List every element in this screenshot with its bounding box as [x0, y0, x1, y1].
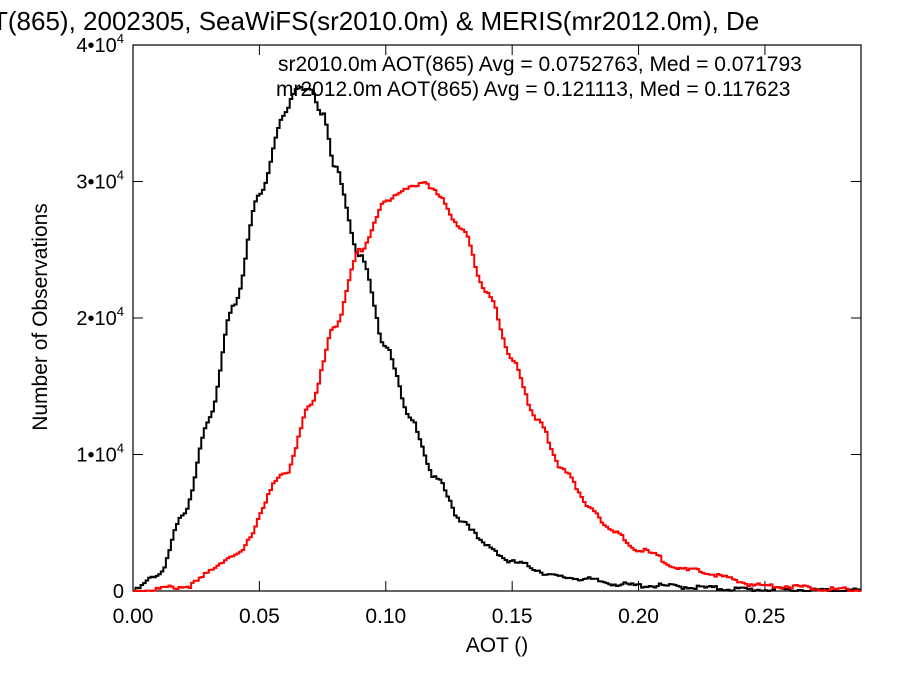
y-tick-label: 0: [113, 581, 124, 603]
series-line-sr2010: [133, 85, 861, 592]
y-tick-label: 1•104: [76, 441, 124, 467]
x-axis-ticks: 0.00 0.05 0.10 0.15 0.20 0.25: [113, 45, 786, 628]
series-layer: [133, 85, 861, 592]
y-tick-label-exponent: 4: [117, 168, 124, 183]
y-tick-label-base: 2•10: [76, 308, 116, 330]
y-tick-label-base: 0: [113, 581, 124, 603]
legend-entry-mr2012: mr2012.0m AOT(865) Avg = 0.121113, Med =…: [276, 78, 790, 101]
x-axis-label: AOT (): [466, 634, 529, 657]
x-tick-label: 0.00: [113, 605, 154, 628]
y-tick-label: 3•104: [76, 168, 124, 194]
series-line-mr2012: [133, 181, 861, 592]
y-tick-label-exponent: 4: [117, 31, 124, 46]
chart-title: T(865), 2002305, SeaWiFS(sr2010.0m) & ME…: [0, 6, 759, 36]
x-tick-label: 0.15: [492, 605, 533, 628]
x-tick-label: 0.05: [239, 605, 280, 628]
x-tick-label: 0.20: [618, 605, 659, 628]
y-tick-label-base: 4•10: [76, 35, 116, 57]
legend-entry-sr2010: sr2010.0m AOT(865) Avg = 0.0752763, Med …: [278, 53, 802, 76]
y-tick-label-exponent: 4: [117, 441, 124, 456]
y-tick-label: 4•104: [76, 31, 124, 57]
y-tick-label-base: 3•10: [76, 172, 116, 194]
x-tick-label: 0.25: [745, 605, 786, 628]
y-axis-label: Number of Observations: [29, 203, 52, 431]
y-tick-label: 2•104: [76, 304, 124, 330]
y-tick-label-base: 1•10: [76, 445, 116, 467]
y-tick-label-exponent: 4: [117, 304, 124, 319]
x-tick-label: 0.10: [365, 605, 406, 628]
